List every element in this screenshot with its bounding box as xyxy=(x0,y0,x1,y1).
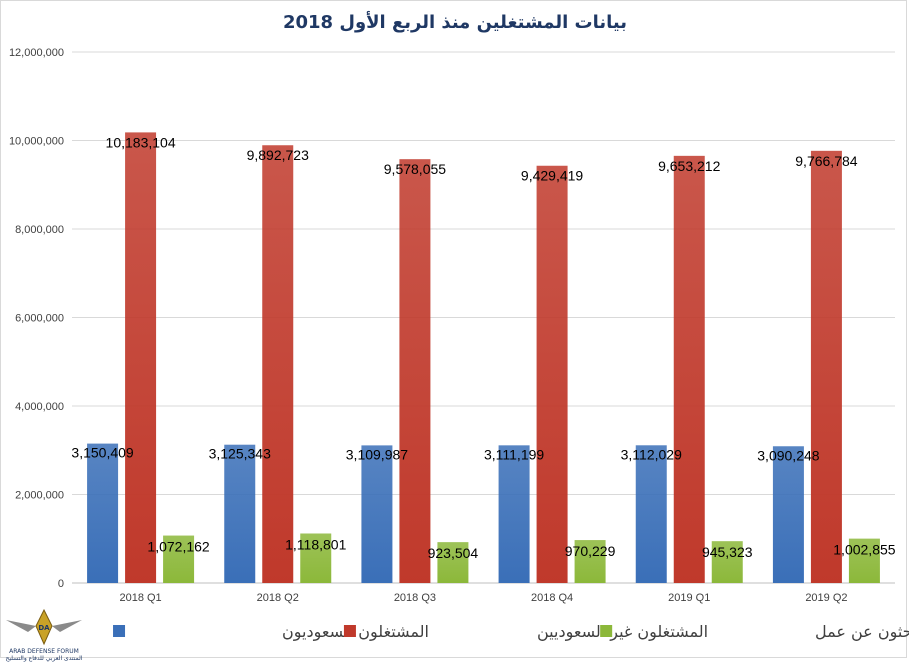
bar-2-1 xyxy=(300,533,332,583)
x-tick-label: 2018 Q3 xyxy=(394,592,436,604)
bar-0-3 xyxy=(498,445,530,583)
data-label: 3,109,987 xyxy=(346,446,408,462)
y-tick-label: 12,000,000 xyxy=(9,47,64,59)
bar-0-0 xyxy=(87,443,119,583)
chart-title: بيانات المشتغلين منذ الربع الأول 2018 xyxy=(283,11,627,33)
legend-swatch xyxy=(113,625,126,637)
data-label: 9,429,419 xyxy=(521,168,583,184)
data-label: 3,112,029 xyxy=(621,446,682,462)
x-axis-ticks: 2018 Q1 2018 Q2 2018 Q3 2018 Q4 2019 Q1 2019 … xyxy=(119,592,847,604)
bar-1-2 xyxy=(399,159,431,583)
data-label: 9,653,212 xyxy=(658,158,720,174)
data-label: 3,150,409 xyxy=(71,445,133,461)
data-label: 1,118,801 xyxy=(285,536,346,552)
y-axis-ticks: 0 2,000,000 4,000,000 6,000,000 8,000,000 10,… xyxy=(9,47,64,590)
data-label: 3,090,248 xyxy=(757,447,819,463)
x-tick-label: 2018 Q4 xyxy=(531,592,573,604)
forum-logo: DA ARAB DEFENSE FORUM المنتدى العربي للد… xyxy=(4,606,84,662)
gridlines xyxy=(72,51,895,584)
bar-1-3 xyxy=(536,165,568,583)
x-tick-label: 2018 Q1 xyxy=(119,592,161,604)
y-tick-label: 8,000,000 xyxy=(15,224,64,236)
bar-2-4 xyxy=(711,541,743,583)
data-label: 1,002,855 xyxy=(833,542,895,558)
legend-label: السعوديون الباحثون عن عمل xyxy=(815,622,909,642)
y-tick-label: 6,000,000 xyxy=(15,313,64,325)
logo-subtitle: المنتدى العربي للدفاع والتسليح xyxy=(5,655,83,662)
data-label: 3,125,343 xyxy=(209,446,271,462)
legend: المشتغلون السعوديون المشتغلون غير السعودي… xyxy=(113,622,909,642)
data-label: 970,229 xyxy=(565,543,616,559)
data-label: 10,183,104 xyxy=(106,134,176,150)
bar-0-2 xyxy=(361,445,393,583)
bar-1-4 xyxy=(673,155,705,583)
data-label: 9,766,784 xyxy=(795,153,857,169)
bar-1-1 xyxy=(262,145,294,583)
bar-1-0 xyxy=(125,132,157,583)
bar-0-5 xyxy=(772,446,804,583)
data-label: 9,892,723 xyxy=(247,147,309,163)
bar-2-3 xyxy=(574,540,606,583)
logo-initials: DA xyxy=(38,624,50,632)
eagle-emblem-icon: DA xyxy=(6,608,82,646)
x-tick-label: 2018 Q2 xyxy=(257,592,299,604)
legend-swatch xyxy=(600,625,613,637)
bar-0-4 xyxy=(635,445,667,583)
logo-name: ARAB DEFENSE FORUM xyxy=(9,648,79,655)
y-tick-label: 10,000,000 xyxy=(9,136,64,148)
bar-1-5 xyxy=(810,150,842,583)
y-tick-label: 0 xyxy=(58,578,64,590)
data-label: 3,111,199 xyxy=(484,446,544,462)
y-tick-label: 2,000,000 xyxy=(15,490,64,502)
bar-2-0 xyxy=(163,535,195,583)
legend-swatch xyxy=(343,625,356,637)
bar-2-5 xyxy=(848,538,880,583)
data-label: 1,072,162 xyxy=(147,539,209,555)
x-tick-label: 2019 Q2 xyxy=(805,592,847,604)
bar-0-1 xyxy=(224,444,256,583)
data-labels: 3,150,409 10,183,104 1,072,162 3,125,343 9,8… xyxy=(71,134,895,561)
bars xyxy=(87,132,880,583)
x-tick-label: 2019 Q1 xyxy=(668,592,710,604)
data-label: 923,504 xyxy=(428,545,479,561)
bar-2-2 xyxy=(437,542,469,583)
data-label: 9,578,055 xyxy=(384,161,446,177)
y-tick-label: 4,000,000 xyxy=(15,401,64,413)
legend-label: المشتغلون غير السعوديين xyxy=(537,622,708,642)
data-label: 945,323 xyxy=(702,544,753,560)
